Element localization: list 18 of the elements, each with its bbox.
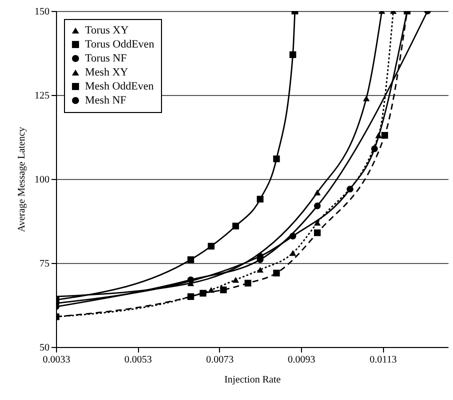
legend-label: Mesh OddEven bbox=[85, 80, 154, 92]
x-tick-label: 0.0093 bbox=[288, 354, 316, 366]
x-axis-title: Injection Rate bbox=[224, 374, 282, 386]
legend-label: Mesh NF bbox=[85, 94, 126, 106]
y-tick-label: 125 bbox=[34, 90, 50, 102]
y-tick-label: 150 bbox=[34, 6, 50, 18]
legend-label: Mesh XY bbox=[85, 66, 128, 78]
x-tick-label: 0.0073 bbox=[206, 354, 234, 366]
y-axis-title: Average Message Latency bbox=[16, 126, 28, 232]
x-tick-label: 0.0033 bbox=[42, 354, 70, 366]
legend-label: Torus OddEven bbox=[85, 38, 155, 50]
legend-label: Torus XY bbox=[85, 24, 129, 36]
y-tick-label: 75 bbox=[40, 258, 50, 270]
legend-label: Torus NF bbox=[85, 52, 127, 64]
y-tick-label: 50 bbox=[40, 342, 50, 354]
x-tick-label: 0.0053 bbox=[124, 354, 152, 366]
y-tick-label: 100 bbox=[34, 174, 50, 186]
x-tick-label: 0.0113 bbox=[370, 354, 397, 366]
